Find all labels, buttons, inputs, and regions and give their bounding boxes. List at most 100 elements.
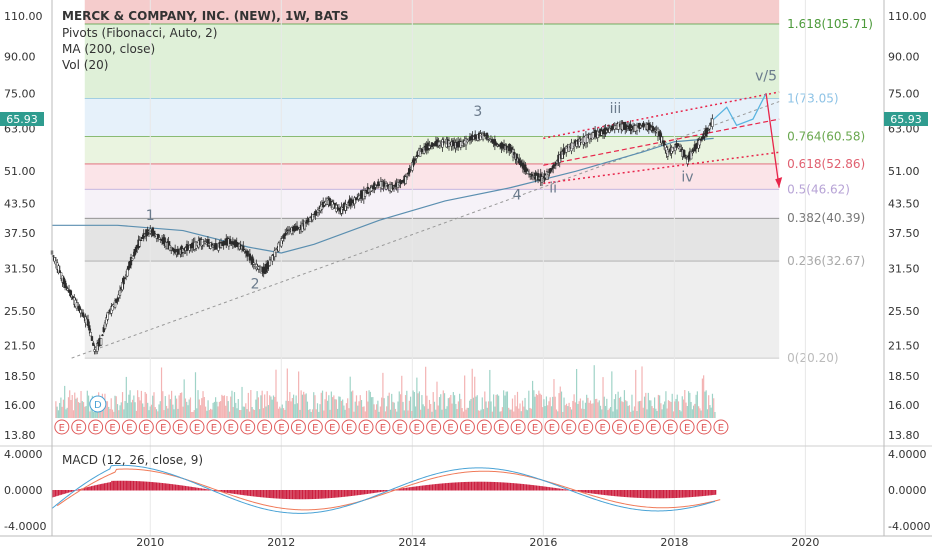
earnings-marker-letter: E: [532, 423, 538, 434]
candle-body: [106, 312, 109, 320]
y-tick-label-right: 75.00: [888, 87, 920, 100]
candle-body: [683, 154, 687, 157]
volume-bar: [250, 390, 252, 418]
volume-bar: [521, 400, 524, 418]
macd-histogram-bar: [668, 490, 671, 499]
volume-bar: [76, 397, 78, 418]
macd-histogram-bar: [365, 490, 367, 495]
volume-bar: [412, 390, 414, 418]
volume-bar: [615, 394, 617, 418]
volume-bar: [635, 369, 637, 418]
volume-bar: [452, 392, 454, 418]
volume-bar: [57, 410, 59, 418]
macd-histogram-bar: [586, 490, 588, 493]
volume-bar: [165, 405, 168, 418]
macd-histogram-bar: [142, 481, 145, 491]
macd-histogram-bar: [456, 482, 458, 491]
candle-body: [652, 127, 656, 132]
macd-histogram-bar: [90, 486, 93, 491]
y-tick-label-right: 90.00: [888, 51, 920, 64]
macd-histogram-bar: [141, 481, 143, 491]
macd-histogram-bar: [566, 489, 568, 491]
candle-body: [58, 270, 62, 273]
macd-histogram-bar: [655, 490, 658, 499]
macd-histogram-bar: [83, 487, 86, 491]
volume-bar: [246, 409, 248, 418]
volume-bar: [108, 406, 110, 418]
macd-histogram-bar: [378, 490, 380, 493]
macd-histogram-bar: [645, 490, 647, 499]
volume-bar: [339, 396, 341, 418]
candle-body: [407, 172, 410, 175]
volume-bar: [402, 401, 404, 418]
earnings-marker-letter: E: [583, 423, 589, 434]
volume-bar: [443, 393, 446, 418]
volume-bar: [409, 396, 412, 418]
fib-level-label: 0.382(40.39): [787, 211, 865, 225]
volume-bar: [296, 403, 298, 418]
volume-bar: [201, 398, 203, 418]
y-tick-label-left: 13.80: [4, 429, 36, 442]
volume-bar: [492, 394, 495, 418]
volume-bar: [295, 395, 297, 418]
macd-histogram-bar: [374, 490, 376, 493]
volume-bar: [660, 403, 662, 418]
macd-histogram-bar: [423, 485, 425, 491]
volume-bar: [515, 406, 517, 418]
macd-histogram-bar: [631, 490, 633, 498]
macd-histogram-bar: [79, 488, 81, 491]
y-tick-label-left: 25.50: [4, 305, 36, 318]
macd-histogram-bar: [573, 490, 575, 492]
volume-bar: [369, 391, 371, 418]
candle-body: [99, 338, 103, 346]
volume-bar: [363, 406, 365, 418]
earnings-marker: [375, 419, 391, 435]
volume-bar: [456, 409, 458, 418]
volume-bar: [699, 408, 701, 418]
volume-bar: [264, 394, 266, 418]
macd-histogram-bar: [206, 489, 208, 491]
candle-body: [139, 239, 143, 242]
macd-histogram-bar: [531, 484, 533, 491]
macd-histogram-bar: [493, 481, 496, 491]
volume-bar: [543, 399, 545, 418]
macd-histogram-bar: [307, 490, 309, 500]
volume-bar: [109, 408, 111, 418]
macd-histogram-bar: [366, 490, 369, 494]
earnings-marker: [290, 419, 306, 435]
volume-bar: [285, 400, 287, 418]
volume-bar: [132, 399, 134, 418]
macd-histogram-bar: [118, 480, 120, 491]
volume-bar: [222, 395, 224, 418]
macd-histogram-bar: [251, 490, 253, 497]
volume-bar: [330, 391, 332, 418]
macd-histogram-bar: [665, 490, 668, 499]
volume-bar: [383, 398, 385, 418]
volume-bar: [509, 409, 511, 418]
volume-bar: [251, 407, 253, 418]
macd-histogram-bar: [486, 481, 489, 491]
macd-histogram-bar: [92, 485, 94, 491]
macd-histogram-bar: [320, 490, 322, 499]
macd-histogram-bar: [66, 490, 68, 494]
macd-histogram-bar: [200, 488, 203, 491]
candle-body: [567, 144, 571, 152]
macd-histogram-bar: [290, 490, 292, 500]
macd-histogram-bar: [694, 490, 697, 497]
volume-bar: [675, 398, 677, 418]
volume-bar: [270, 396, 272, 418]
volume-bar: [192, 411, 194, 418]
volume-bar: [259, 409, 261, 418]
volume-bar: [142, 403, 144, 418]
macd-histogram-bar: [232, 490, 234, 494]
volume-bar: [119, 405, 121, 418]
volume-bar: [671, 393, 673, 418]
candle-body: [536, 173, 540, 181]
macd-histogram-bar: [498, 482, 500, 491]
macd-histogram-bar: [407, 487, 409, 491]
macd-histogram-bar: [518, 483, 520, 491]
macd-histogram-bar: [186, 486, 188, 491]
macd-histogram-bar: [285, 490, 288, 500]
volume-bar: [470, 399, 472, 418]
volume-bar: [686, 406, 688, 418]
